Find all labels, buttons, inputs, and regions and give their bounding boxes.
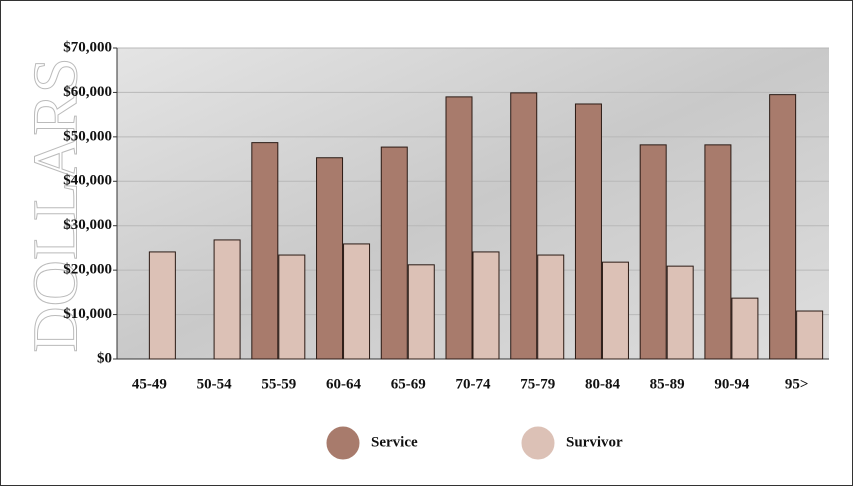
y-tick-label: $10,000 [63, 306, 112, 322]
bar [667, 266, 693, 359]
bar [279, 255, 305, 359]
bar [705, 145, 731, 359]
bar [797, 311, 823, 359]
bar [770, 95, 796, 359]
y-tick-label: $50,000 [63, 128, 112, 144]
bar [473, 252, 499, 359]
bar [149, 252, 175, 359]
x-tick-label: 65-69 [391, 376, 426, 392]
bar [252, 143, 278, 359]
legend-label: Survivor [566, 434, 623, 450]
x-tick-label: 85-89 [650, 376, 685, 392]
bar [317, 158, 343, 359]
bar [214, 240, 240, 359]
x-tick-label: 70-74 [456, 376, 491, 392]
y-tick-label: $30,000 [63, 217, 112, 233]
legend-label: Service [371, 434, 418, 450]
bar [575, 104, 601, 359]
bar [511, 93, 537, 359]
bar [408, 265, 434, 359]
bar [446, 97, 472, 359]
bar [381, 147, 407, 359]
y-tick-label: $60,000 [63, 84, 112, 100]
bar [602, 262, 628, 359]
legend-swatch [521, 426, 555, 460]
x-tick-label: 80-84 [585, 376, 620, 392]
x-tick-label: 45-49 [132, 376, 167, 392]
x-tick-label: 50-54 [197, 376, 232, 392]
legend-swatch [326, 426, 360, 460]
x-tick-label: 95> [785, 376, 809, 392]
y-tick-label: $40,000 [63, 173, 112, 189]
y-tick-label: $70,000 [63, 39, 112, 55]
chart: DOLLARS $0$10,000$20,000$30,000$40,000$5… [0, 0, 853, 486]
x-tick-label: 90-94 [714, 376, 749, 392]
bar [732, 298, 758, 359]
x-tick-label: 60-64 [326, 376, 361, 392]
bar [344, 244, 370, 359]
y-tick-label: $20,000 [63, 262, 112, 278]
y-tick-label: $0 [97, 350, 112, 366]
bar [640, 145, 666, 359]
x-tick-label: 75-79 [520, 376, 555, 392]
bar [538, 255, 564, 359]
x-tick-label: 55-59 [261, 376, 296, 392]
